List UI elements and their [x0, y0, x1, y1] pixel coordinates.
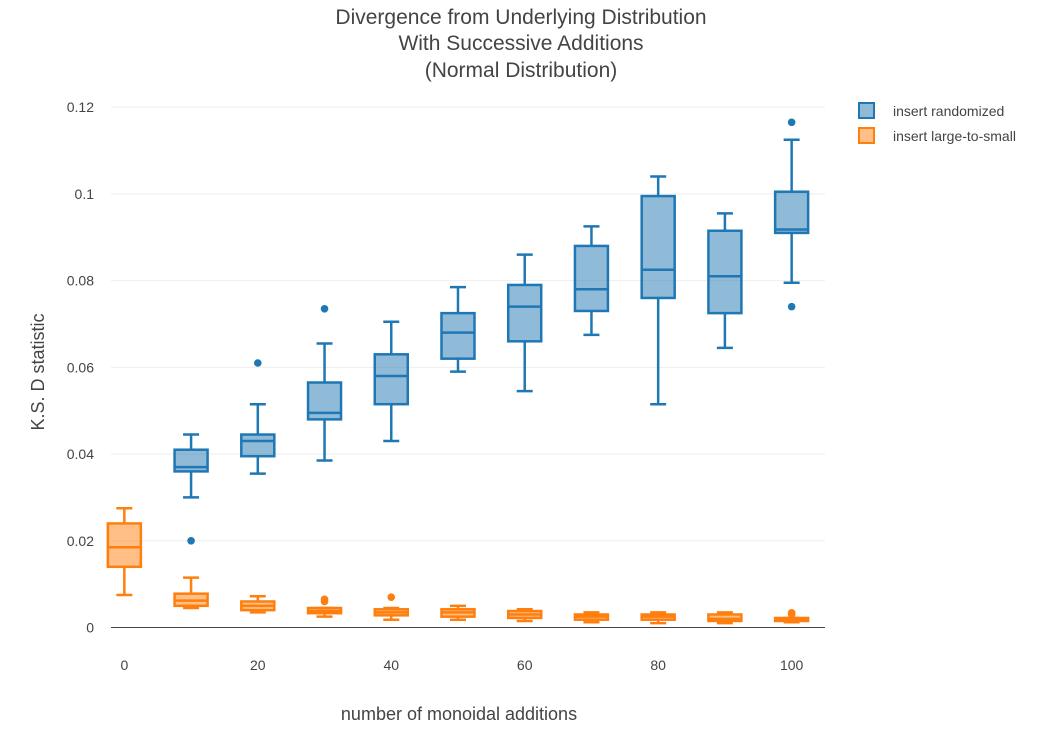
box-iqr [707, 229, 743, 315]
box-plot [773, 608, 810, 624]
grid-lines [111, 106, 825, 542]
legend-swatch [858, 102, 875, 119]
y-tick-label: 0.1 [75, 186, 95, 202]
box-iqr [106, 522, 143, 569]
y-tick-label: 0.06 [67, 359, 94, 375]
outlier-point [787, 608, 796, 617]
box-plot [373, 593, 410, 621]
outlier-point [187, 536, 195, 545]
x-tick-label: 80 [650, 657, 666, 673]
outlier-point [787, 118, 796, 127]
box-plot [573, 225, 610, 337]
box-plot [173, 433, 209, 545]
box-iqr [573, 244, 610, 313]
box-plot [173, 576, 209, 610]
box-plot [240, 359, 276, 475]
x-tick-label: 40 [383, 657, 399, 673]
outlier-point [387, 593, 396, 601]
x-tick-label: 20 [250, 657, 266, 673]
box-iqr [773, 190, 810, 235]
series-1 [106, 507, 810, 625]
box-plot [506, 608, 543, 623]
box-plot [773, 118, 810, 311]
x-axis-title: number of monoidal additions [341, 704, 577, 724]
series-0 [173, 118, 810, 545]
title-line-2: With Successive Additions [398, 32, 643, 55]
box-plot [640, 611, 676, 625]
legend-label: insert randomized [893, 103, 1004, 119]
box-iqr [506, 283, 543, 343]
outlier-point [320, 305, 329, 313]
box-plot [573, 611, 610, 624]
chart-title: Divergence from Underlying Distribution … [335, 6, 706, 82]
legend-item-0[interactable]: insert randomized [858, 102, 1004, 119]
box-plot [440, 604, 476, 621]
y-tick-label: 0.04 [67, 446, 94, 462]
box-plot [707, 611, 743, 625]
outlier-point [254, 359, 262, 367]
outlier-point [787, 302, 796, 311]
x-tick-label: 60 [517, 657, 533, 673]
title-line-1: Divergence from Underlying Distribution [335, 6, 706, 29]
y-axis-ticks: 0 0.02 0.04 0.06 0.08 0.1 0.12 [67, 99, 94, 635]
legend-item-1[interactable]: insert large-to-small [858, 127, 1016, 144]
box-plot [106, 507, 143, 597]
box-plot [373, 320, 410, 443]
title-line-3: (Normal Distribution) [425, 59, 618, 82]
outlier-point [320, 595, 329, 604]
x-tick-label: 0 [120, 657, 128, 673]
box-plot [240, 595, 276, 614]
box-iqr [373, 353, 410, 406]
x-tick-label: 100 [780, 657, 804, 673]
y-axis-title: K.S. D statistic [28, 313, 48, 430]
plot-area [106, 118, 810, 625]
legend-swatch [858, 127, 875, 144]
box-iqr [640, 194, 676, 300]
y-tick-label: 0 [86, 619, 94, 635]
legend: insert randomized insert large-to-small [858, 102, 1016, 144]
y-tick-label: 0.08 [67, 273, 94, 289]
box-plot [640, 175, 676, 406]
box-plot [306, 305, 343, 462]
box-iqr [440, 311, 476, 360]
y-tick-label: 0.02 [67, 533, 94, 549]
box-iqr [240, 433, 276, 458]
box-plot [506, 253, 543, 393]
legend-label: insert large-to-small [893, 128, 1016, 144]
box-plot [707, 212, 743, 350]
x-axis-ticks: 0 20 40 60 80 100 [120, 657, 803, 673]
y-tick-label: 0.12 [67, 99, 94, 115]
box-plot [306, 595, 343, 618]
box-plot [440, 285, 476, 373]
